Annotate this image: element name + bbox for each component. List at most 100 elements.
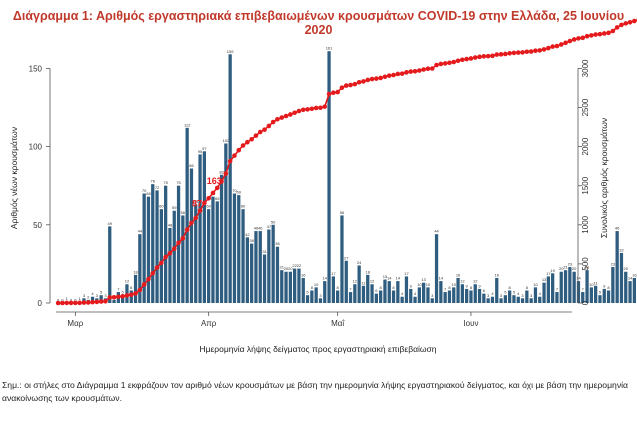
bar-value-label: 16: [301, 272, 306, 277]
bar-value-label: 14: [576, 276, 581, 281]
cumulative-point: [326, 91, 332, 97]
cumulative-point: [150, 270, 156, 276]
cumulative-point: [305, 107, 310, 112]
cumulative-point: [589, 33, 594, 38]
bar: [439, 281, 443, 303]
cumulative-point: [223, 171, 229, 176]
cumulative-point: [507, 51, 512, 56]
bar: [379, 290, 383, 303]
bar-value-label: 3: [319, 293, 322, 298]
bar-value-label: 3: [487, 293, 490, 298]
bar: [396, 281, 400, 303]
bar-value-label: 0: [70, 298, 73, 303]
cumulative-point: [593, 32, 598, 37]
bar-value-label: 46: [258, 226, 263, 231]
bar-value-label: 3: [83, 293, 86, 298]
bar: [452, 287, 456, 303]
cumulative-point: [399, 71, 405, 76]
bar-value-label: 10: [452, 282, 457, 287]
bar-value-label: 20: [284, 266, 289, 271]
bar: [469, 290, 473, 303]
bar-value-label: 8: [509, 285, 512, 290]
bar: [198, 154, 202, 303]
bar: [443, 292, 447, 303]
bar-value-label: 10: [314, 282, 319, 287]
cumulative-point: [146, 276, 151, 282]
bar-value-label: 22: [297, 263, 302, 268]
bar: [284, 271, 288, 303]
bar-value-label: 50: [271, 219, 276, 224]
bar-value-label: 4: [91, 291, 94, 296]
bar-value-label: 69: [237, 190, 242, 195]
bar-value-label: 0: [61, 298, 64, 303]
cumulative-point: [180, 236, 186, 241]
cumulative-point: [103, 298, 108, 304]
bar: [151, 184, 155, 303]
bar-value-label: 5: [513, 290, 516, 295]
cumulative-point: [111, 294, 117, 300]
bar: [525, 290, 529, 303]
bar: [318, 298, 323, 303]
cumulative-point: [503, 51, 508, 57]
cumulative-point: [98, 299, 104, 304]
right-tick-label: 2500: [581, 98, 590, 116]
bar-value-label: 12: [125, 279, 130, 284]
bar-value-label: 23: [568, 262, 573, 267]
bar-value-label: 21: [585, 265, 590, 270]
cumulative-point: [343, 83, 349, 88]
bar-value-label: 112: [184, 122, 191, 127]
bar: [611, 267, 615, 303]
bar-value-label: 14: [323, 276, 328, 281]
right-tick-label: 3000: [581, 59, 590, 77]
bar: [99, 295, 103, 303]
bar-value-label: 12: [353, 279, 358, 284]
cumulative-point: [447, 60, 452, 66]
bar-value-label: 9: [603, 283, 606, 288]
bar: [168, 227, 172, 303]
cumulative-point: [214, 185, 220, 191]
bar-value-label: 3: [500, 293, 503, 298]
bar-value-label: 3: [96, 293, 99, 298]
x-tick-label: Ιουν: [463, 319, 478, 328]
cumulative-point: [352, 81, 358, 87]
bar: [185, 127, 189, 303]
cumulative-point: [154, 265, 160, 270]
bar: [366, 274, 370, 303]
bar-value-label: 10: [589, 282, 594, 287]
bar-value-label: 5: [599, 290, 602, 295]
bar: [391, 290, 396, 303]
bar-value-label: 8: [607, 285, 610, 290]
cumulative-point: [202, 200, 207, 206]
bar: [516, 296, 520, 303]
bar-value-label: 10: [417, 282, 422, 287]
bar: [348, 292, 353, 303]
bar: [189, 168, 194, 303]
bar-value-label: 0: [57, 298, 60, 303]
bar-value-label: 4: [401, 291, 404, 296]
bar: [331, 276, 335, 303]
bar: [297, 268, 301, 303]
bar: [426, 287, 430, 303]
bar-value-label: 56: [340, 210, 345, 215]
cumulative-point: [257, 129, 263, 135]
bar: [142, 193, 146, 303]
bar: [133, 274, 138, 303]
bar: [538, 296, 542, 303]
bar: [495, 277, 499, 303]
cumulative-point: [490, 53, 495, 59]
bar-value-label: 21: [563, 265, 568, 270]
bar-value-label: 11: [594, 280, 599, 285]
bar: [288, 271, 292, 303]
bar-value-label: 4: [491, 291, 494, 296]
bar-value-label: 22: [292, 263, 297, 268]
cumulative-point: [494, 52, 500, 57]
bar-value-label: 32: [619, 247, 624, 252]
cumulative-point: [68, 300, 74, 306]
bar: [572, 271, 576, 303]
bar: [219, 174, 224, 303]
bar-value-label: 0: [74, 298, 77, 303]
bar: [632, 277, 636, 303]
bar-value-label: 59: [172, 205, 177, 210]
bar: [361, 285, 366, 303]
cumulative-point: [227, 158, 233, 164]
